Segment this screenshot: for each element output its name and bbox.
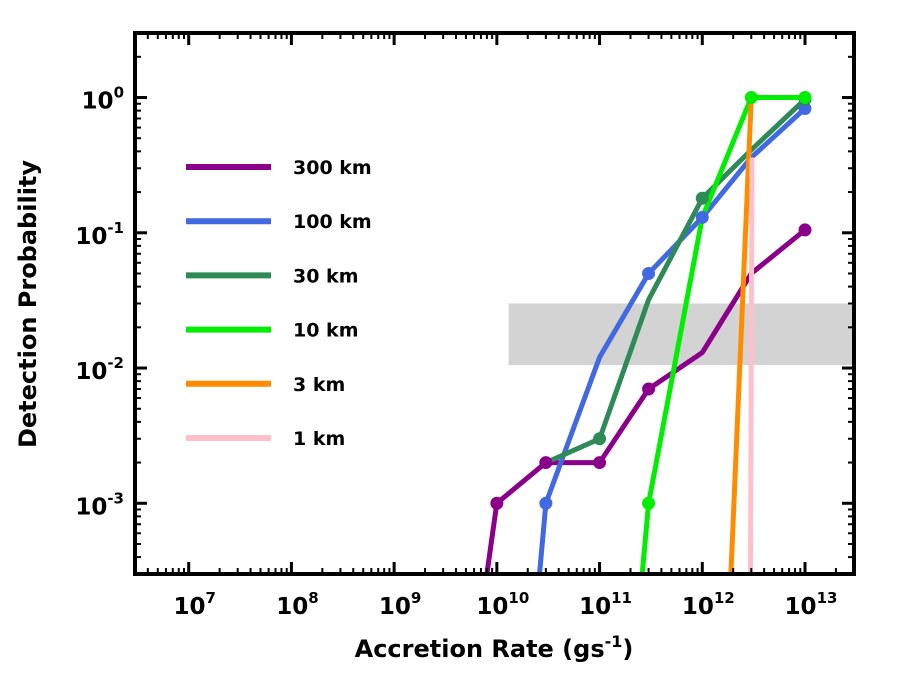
x-tick-label: 107 xyxy=(173,589,215,620)
data-point-100-km xyxy=(539,496,553,510)
legend-label-1-km: 1 km xyxy=(293,428,345,450)
data-point-10-km xyxy=(798,91,812,105)
data-point-100-km xyxy=(798,101,812,115)
data-point-10-km xyxy=(642,496,656,510)
y-tick-label: 100 xyxy=(82,84,124,115)
y-tick-labels: 10-3 10-2 10-1 100 xyxy=(75,84,124,521)
data-point-300-km xyxy=(593,456,607,470)
x-tick-label: 1012 xyxy=(682,589,735,620)
legend-label-30-km: 30 km xyxy=(293,265,359,287)
series-line-1-km xyxy=(748,157,755,574)
plot-frame xyxy=(133,31,856,576)
data-point-100-km xyxy=(642,266,656,280)
data-point-30-km xyxy=(593,432,607,446)
legend-label-10-km: 10 km xyxy=(293,320,359,342)
data-point-300-km xyxy=(642,382,656,396)
data-point-300-km xyxy=(539,456,553,470)
data-point-300-km xyxy=(490,496,504,510)
series-line-30-km xyxy=(544,97,807,465)
y-axis-title: Detection Probability xyxy=(14,160,42,448)
x-tick-label: 109 xyxy=(379,589,421,620)
x-tick-label: 1011 xyxy=(579,589,632,620)
x-tick-label: 1013 xyxy=(785,589,838,620)
data-point-10-km xyxy=(744,91,758,105)
x-tick-label: 1010 xyxy=(476,589,529,620)
data-point-100-km xyxy=(695,210,709,224)
legend-label-3-km: 3 km xyxy=(293,374,345,396)
legend-label-300-km: 300 km xyxy=(293,157,372,179)
x-tick-labels: 107 108 109 1010 1011 1012 1013 xyxy=(173,589,837,620)
data-point-30-km xyxy=(695,191,709,205)
series-line-3-km xyxy=(728,97,754,574)
y-tick-label: 10-1 xyxy=(75,219,124,250)
legend-label-100-km: 100 km xyxy=(293,211,372,233)
y-tick-label: 10-3 xyxy=(75,489,124,520)
data-point-300-km xyxy=(798,223,812,237)
x-tick-label: 108 xyxy=(276,589,318,620)
legend: 300 km 100 km 30 km 10 km 3 km 1 km xyxy=(186,157,372,450)
y-tick-label: 10-2 xyxy=(75,354,124,385)
x-axis-title: Accretion Rate (gs-1) xyxy=(355,632,634,663)
series-markers xyxy=(490,91,812,510)
